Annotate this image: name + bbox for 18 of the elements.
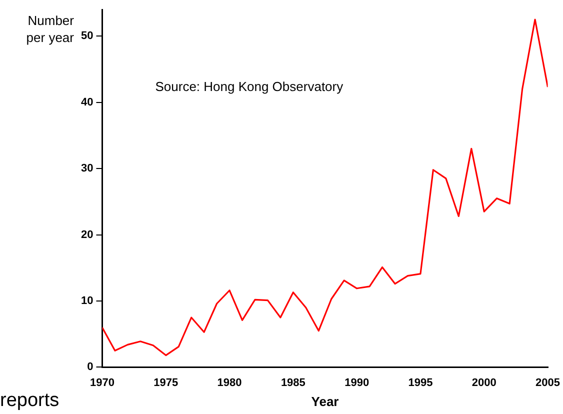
y-tick-label: 0 — [87, 361, 94, 374]
y-tick-label: 20 — [80, 228, 94, 241]
x-axis-title: Year — [311, 394, 339, 409]
x-tick-label: 1975 — [154, 376, 178, 389]
x-tick-label: 1970 — [90, 376, 114, 389]
y-axis-title: Number per year — [25, 12, 74, 46]
y-tick-label: 50 — [80, 30, 94, 42]
x-tick-label: 2005 — [536, 376, 560, 389]
x-tick-label: 2000 — [472, 376, 496, 389]
x-tick-label: 1985 — [280, 376, 306, 389]
x-tick-label: 1995 — [408, 376, 433, 389]
text: reports — [0, 390, 60, 412]
y-tick-label: 40 — [80, 96, 94, 108]
annotation: Source: Hong Kong Observatory — [155, 79, 344, 94]
x-tick-label: 1990 — [344, 376, 370, 389]
y-tick-label: 10 — [80, 295, 94, 308]
y-tick-label: 30 — [80, 162, 94, 175]
x-tick-label: 1980 — [217, 376, 242, 389]
